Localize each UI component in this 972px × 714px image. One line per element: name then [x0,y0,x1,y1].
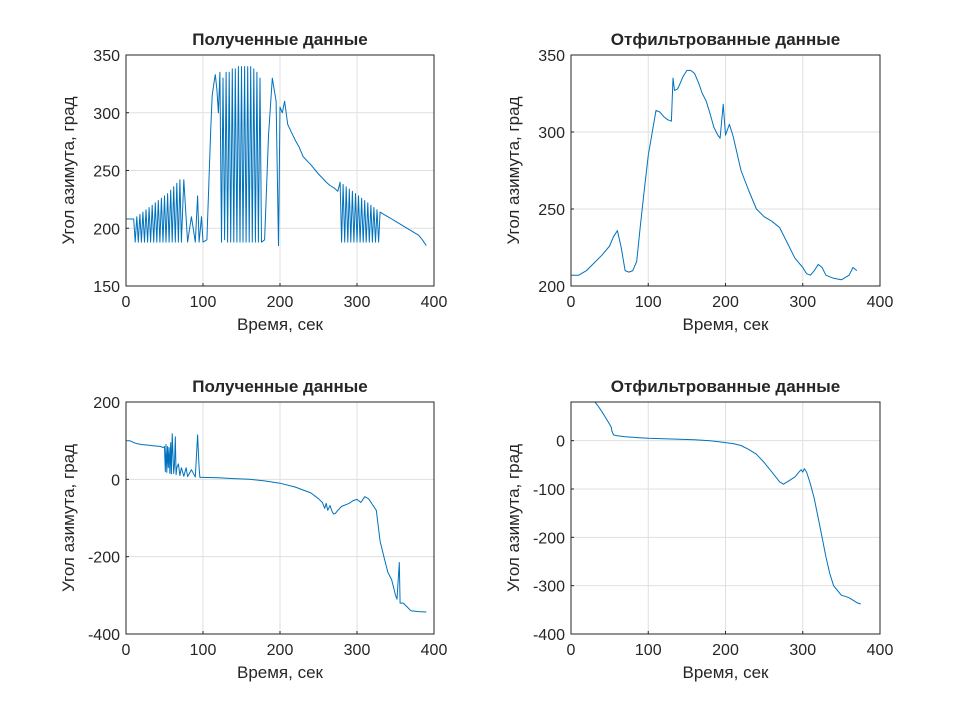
y-tick-label: 350 [538,48,565,65]
y-tick-label: 200 [93,221,120,238]
x-tick-label: 300 [344,642,371,659]
series-line-1 [571,69,858,281]
y-tick-label: -100 [533,482,565,499]
y-tick-label: -200 [88,550,120,567]
x-axis-label: Время, сек [683,663,770,682]
y-tick-label: 0 [111,472,120,489]
x-tick-label: 400 [867,294,894,311]
y-tick-label: -400 [88,627,120,644]
y-tick-label: 0 [556,434,565,451]
x-tick-label: 200 [712,294,739,311]
y-tick-label: 250 [93,164,120,181]
chart-title: Отфильтрованные данные [611,30,840,49]
x-tick-label: 200 [712,642,739,659]
y-axis-label: Угол азимута, град [504,96,523,244]
chart-panel-3: 0 100 200 300 400 -400 -200 0 200 Полученные данн… [59,377,447,682]
y-tick-label: 200 [538,279,565,296]
series-line-1 [594,402,861,605]
x-tick-label: 0 [567,642,576,659]
x-axis-label: Время, сек [237,663,324,682]
chart-title: Полученные данные [192,377,368,396]
series-line-1 [126,433,427,613]
x-tick-label: 200 [267,294,294,311]
x-tick-label: 300 [789,294,816,311]
x-tick-label: 100 [190,642,217,659]
x-tick-label: 0 [122,642,131,659]
x-tick-label: 100 [635,294,662,311]
x-tick-label: 0 [567,294,576,311]
x-axis-label: Время, сек [237,315,324,334]
series-line-1 [126,66,427,247]
chart-panel-1: 0 100 200 300 400 150 200 250 300 350 Полученные д… [59,30,447,334]
y-axis-label: Угол азимута, град [59,96,78,244]
x-tick-label: 400 [867,642,894,659]
y-axis-label: Угол азимута, град [59,444,78,592]
x-tick-label: 0 [122,294,131,311]
x-tick-label: 200 [267,642,294,659]
x-tick-label: 100 [635,642,662,659]
y-tick-label: -200 [533,530,565,547]
y-tick-label: -300 [533,579,565,596]
y-tick-label: 150 [93,279,120,296]
chart-panel-4: 0 100 200 300 400 -400 -300 -200 -100 0 Отфильтров… [504,377,893,682]
x-axis-label: Время, сек [683,315,770,334]
y-tick-label: -400 [533,627,565,644]
y-tick-label: 250 [538,202,565,219]
chart-panel-2: 0 100 200 300 400 200 250 300 350 Отфильтрованные… [504,30,893,334]
chart-title: Полученные данные [192,30,368,49]
x-tick-label: 300 [344,294,371,311]
chart-title: Отфильтрованные данные [611,377,840,396]
x-tick-label: 100 [190,294,217,311]
y-tick-label: 200 [93,395,120,412]
y-tick-label: 300 [538,125,565,142]
x-tick-label: 400 [421,642,448,659]
y-tick-label: 300 [93,106,120,123]
y-tick-label: 350 [93,48,120,65]
x-tick-label: 400 [421,294,448,311]
y-axis-label: Угол азимута, град [504,444,523,592]
x-tick-label: 300 [789,642,816,659]
